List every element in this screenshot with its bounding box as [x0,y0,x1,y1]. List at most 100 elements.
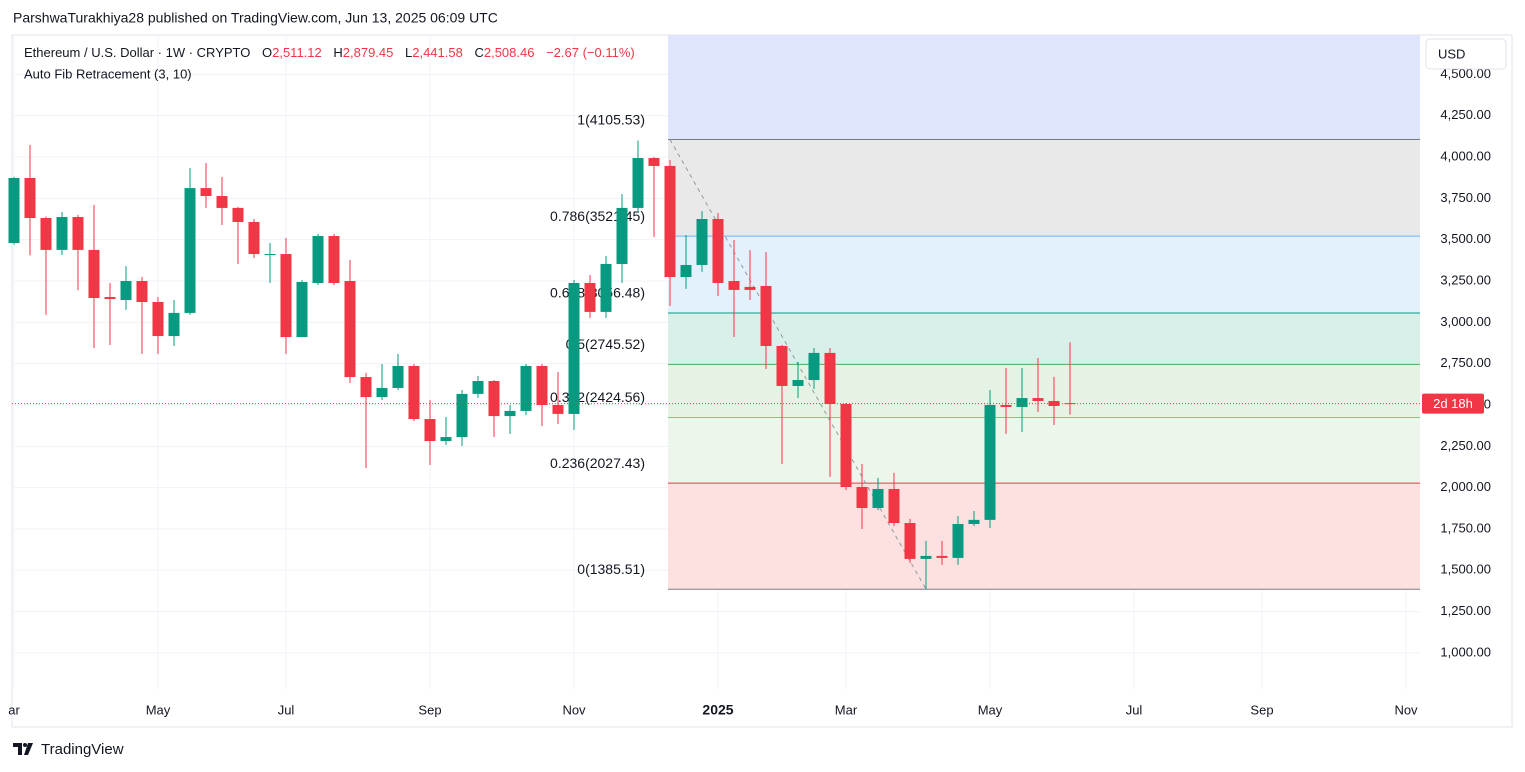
ohlc-key: L [405,45,412,60]
fib-level-label: 0.236(2027.43) [550,455,645,471]
fib-level-label: 0.786(3521.45) [550,208,645,224]
candle-body [936,555,948,558]
plot-area: 1(4105.53) 0.786(3521.45) 0.618(3056.48) 0.… [8,35,1420,690]
y-tick-label: 2,750.00 [1440,355,1491,370]
candle-body [856,486,868,508]
y-tick-label: 3,500.00 [1440,231,1491,246]
fib-level-label: 1(4105.53) [577,111,645,127]
candle-body [696,219,708,265]
candle-body [344,280,356,378]
y-tick-label: 1,750.00 [1440,520,1491,535]
candle-body [488,381,500,417]
candle-body [88,249,100,299]
ohlc-key: H [333,45,342,60]
change: −2.67 (−0.11%) [546,45,635,60]
candle-body [536,365,548,405]
candle-body [1000,404,1012,407]
candle-body [904,523,916,559]
candle-body [8,178,20,243]
candle-body [56,217,68,250]
candle-body [232,207,244,222]
ohlc-value: 2,511.12 [272,45,322,60]
fib-level-label: 0.618(3056.48) [550,285,645,301]
x-tick-label: Mar [835,702,858,717]
footer: TradingView [13,741,124,758]
candle-body [824,352,836,404]
candle-body [584,282,596,312]
candle-body [648,157,660,166]
price-tag-countdown: 2d 18h [1433,396,1473,411]
x-tick-label: May [978,702,1003,717]
candle-body [616,207,628,264]
candle-body [216,196,228,208]
candle-body [520,365,532,411]
candle-body [968,519,980,525]
fib-level-label: 0.382(2424.56) [550,389,645,405]
symbol-title: Ethereum / U.S. Dollar · 1W · CRYPTO [24,45,250,60]
x-tick-label: Nov [562,702,586,717]
y-tick-label: 2,250.00 [1440,438,1491,453]
y-tick-label: 3,000.00 [1440,314,1491,329]
candle-body [72,217,84,250]
y-tick-label: 3,750.00 [1440,190,1491,205]
legend-line: Ethereum / U.S. Dollar · 1W · CRYPTO O2,… [24,45,635,60]
candle-body [1016,398,1028,407]
candle-body [312,236,324,283]
candle-body [376,387,388,398]
byline: ParshwaTurakhiya28 published on TradingV… [13,10,498,26]
candle-body [792,380,804,386]
candle-body [680,264,692,278]
ohlc-value: 2,441.58 [412,45,463,60]
x-tick-label: Nov [1394,702,1418,717]
y-tick-label: 4,500.00 [1440,66,1491,81]
candle-body [408,365,420,420]
price-tag [1422,393,1484,414]
candle-body [760,285,772,346]
candle-body [104,297,116,300]
candle-body [328,236,340,283]
price-axis: ar May Jul Sep Nov 2025 Mar May Jul Sep Nov 1,000.0… [8,38,1507,718]
candle-body [808,352,820,381]
candle-body [280,254,292,338]
candle-body [1032,398,1044,402]
candle-body [264,254,276,256]
ohlc-key: O [262,45,272,60]
currency-box [1425,38,1507,70]
candle-body [392,365,404,388]
candle-body [40,218,52,250]
candle-body [632,157,644,208]
indicator-name: Auto Fib Retracement (3, 10) [24,66,192,81]
ohlc-key: C [474,45,483,60]
candle-body [184,188,196,313]
candle-body [24,178,36,219]
x-tick-label: 2025 [702,702,733,718]
fib-zone [668,236,1420,313]
y-tick-label: 4,000.00 [1440,148,1491,163]
ohlc-value: 2,879.45 [343,45,394,60]
x-tick-label: Sep [418,702,441,717]
y-tick-label: 4,250.00 [1440,107,1491,122]
candle-body [600,263,612,312]
x-tick-label: Sep [1250,702,1273,717]
candle-body [136,280,148,302]
fib-zone [668,483,1420,590]
fib-zone [668,139,1420,237]
candle-body [744,286,756,290]
candle-body [296,281,308,338]
candle-body [248,221,260,255]
candle-body [920,555,932,559]
candle-body [456,393,468,438]
x-tick-label: Jul [278,702,295,717]
y-tick-label: 2,000.00 [1440,479,1491,494]
y-tick-label: 3,250.00 [1440,272,1491,287]
currency-label: USD [1438,46,1465,61]
x-tick-label: May [146,702,171,717]
candle-body [552,404,564,414]
fib-level-label: 0.5(2745.52) [566,336,645,352]
brand-logo-dot [23,743,27,747]
legend: Ethereum / U.S. Dollar · 1W · CRYPTO O2,… [24,45,635,81]
candle-body [472,381,484,394]
y-tick-label: 1,000.00 [1440,644,1491,659]
candle-body [984,404,996,520]
y-tick-label: 1,500.00 [1440,562,1491,577]
